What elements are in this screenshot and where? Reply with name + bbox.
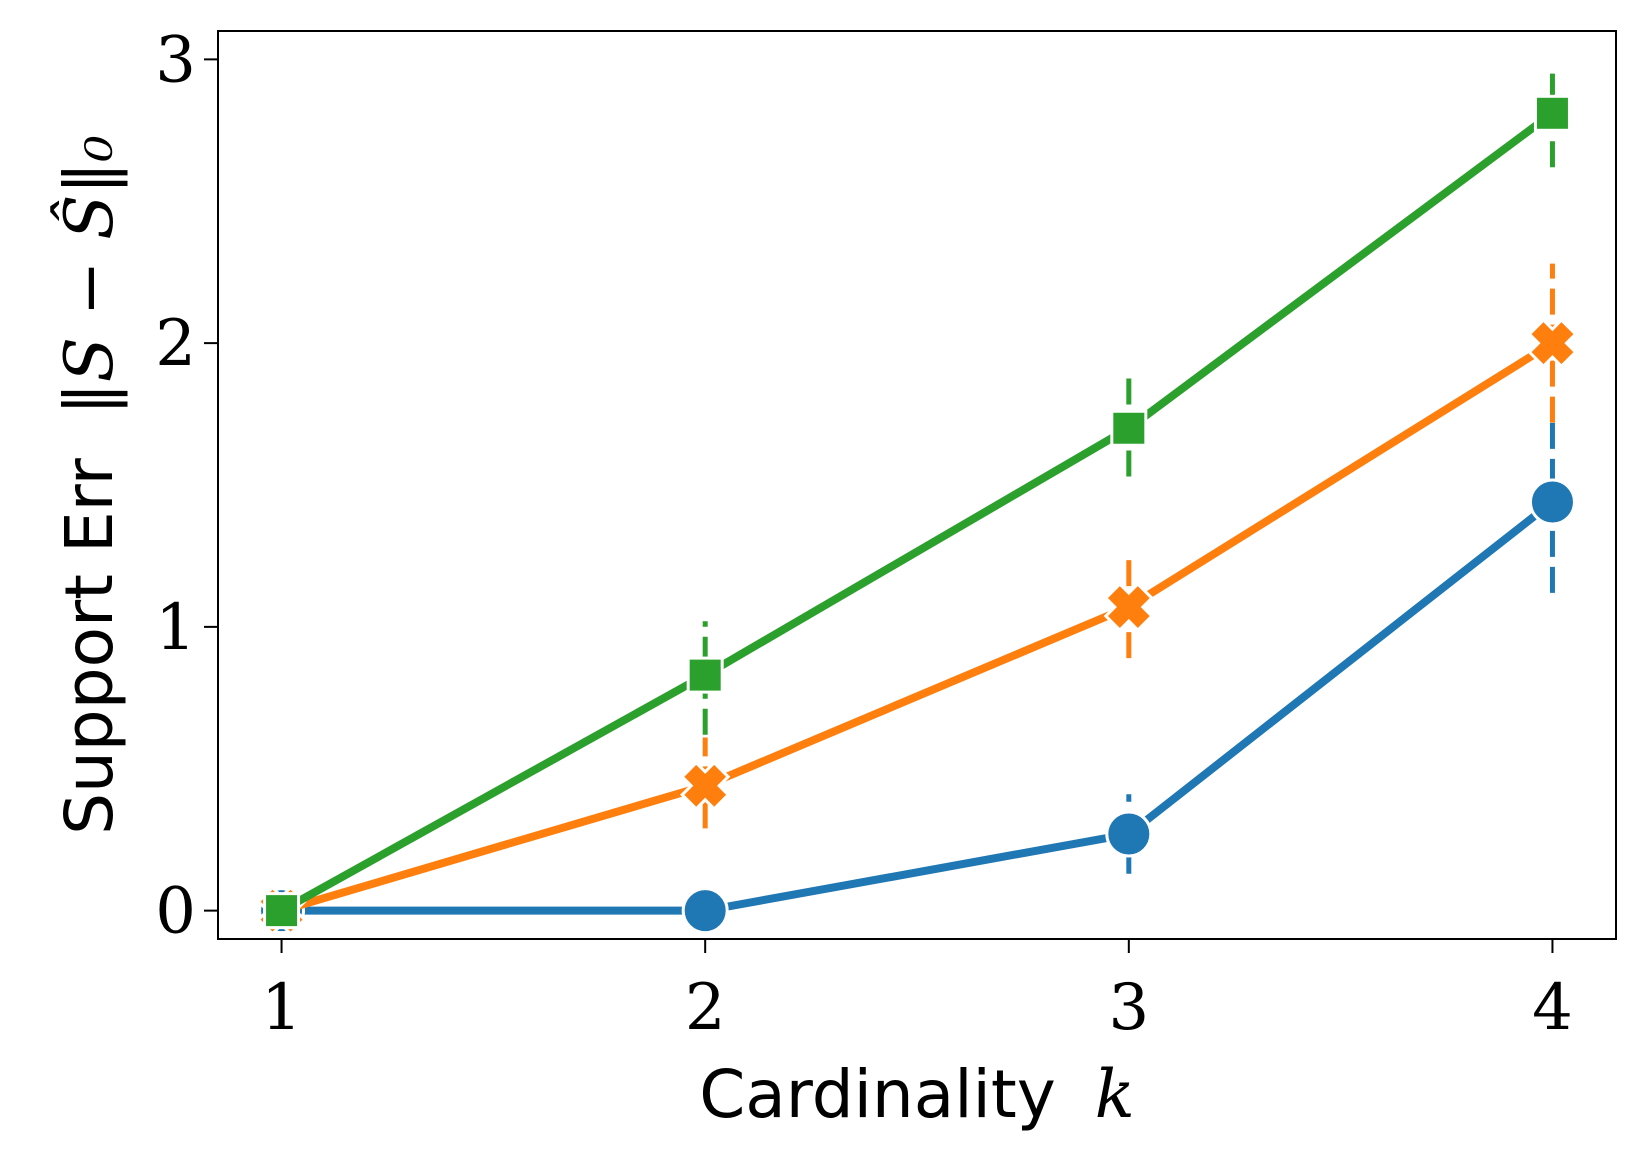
series-square: [263, 73, 1571, 930]
x-axis: 1 2 3 4: [261, 939, 1573, 1045]
y-axis: 0 1 2 3: [155, 23, 218, 949]
y-tick-label: 1: [155, 591, 196, 665]
series-x: [256, 263, 1578, 936]
data-point: [681, 887, 729, 935]
y-axis-label-text: Support Err: [51, 457, 128, 835]
y-axis-label: Support Err ‖S − Ŝ‖₀: [50, 135, 128, 835]
y-tick-label: 0: [155, 875, 196, 949]
x-axis-label-variable: k: [1095, 1056, 1135, 1133]
plot-frame: [217, 30, 1617, 940]
data-point: [1110, 409, 1148, 447]
series-line: [279, 110, 1555, 915]
series-layer: [256, 73, 1578, 936]
x-tick-label: 3: [1108, 971, 1149, 1045]
data-point: [1105, 810, 1153, 858]
x-axis-label: Cardinality k: [699, 1056, 1135, 1133]
data-point: [263, 892, 301, 930]
data-point: [1533, 94, 1571, 132]
data-point: [1103, 581, 1154, 633]
data-point: [1528, 478, 1576, 526]
y-axis-label-math: ‖S − Ŝ‖₀: [50, 135, 128, 415]
x-tick-label: 2: [685, 971, 726, 1045]
y-tick-label: 3: [155, 23, 196, 97]
x-tick-label: 4: [1532, 971, 1573, 1045]
series-line: [281, 498, 1555, 915]
data-point: [686, 656, 724, 694]
x-tick-label: 1: [261, 971, 302, 1045]
data-point: [1527, 318, 1578, 369]
x-axis-label-text: Cardinality: [699, 1056, 1056, 1133]
data-point: [680, 760, 731, 811]
y-tick-label: 2: [155, 307, 196, 381]
series-line: [280, 339, 1555, 915]
